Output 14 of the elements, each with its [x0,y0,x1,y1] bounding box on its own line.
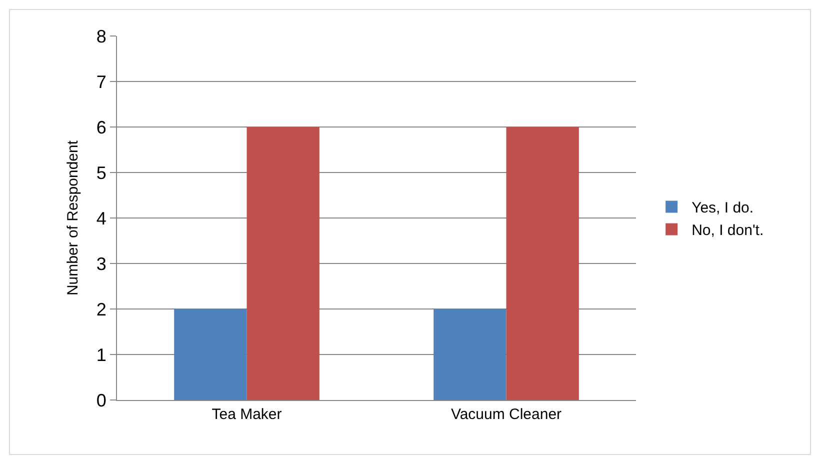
y-tick-label: 1 [96,344,106,365]
y-tick-label: 4 [96,208,106,228]
legend-label: No, I don't. [692,222,764,240]
y-axis-title: Number of Respondent [64,140,82,296]
x-tick-label: Vacuum Cleaner [450,406,562,423]
x-tick-label: Tea Maker [212,406,282,423]
legend-label: Yes, I do. [692,200,754,217]
y-tick-label: 0 [96,390,106,410]
y-tick-label: 3 [96,254,106,274]
y-tick-label: 2 [96,299,106,320]
y-tick-label: 5 [96,162,106,183]
y-tick-label: 6 [96,117,106,138]
y-tick-label: 7 [96,72,106,92]
y-tick-label: 8 [96,26,106,46]
